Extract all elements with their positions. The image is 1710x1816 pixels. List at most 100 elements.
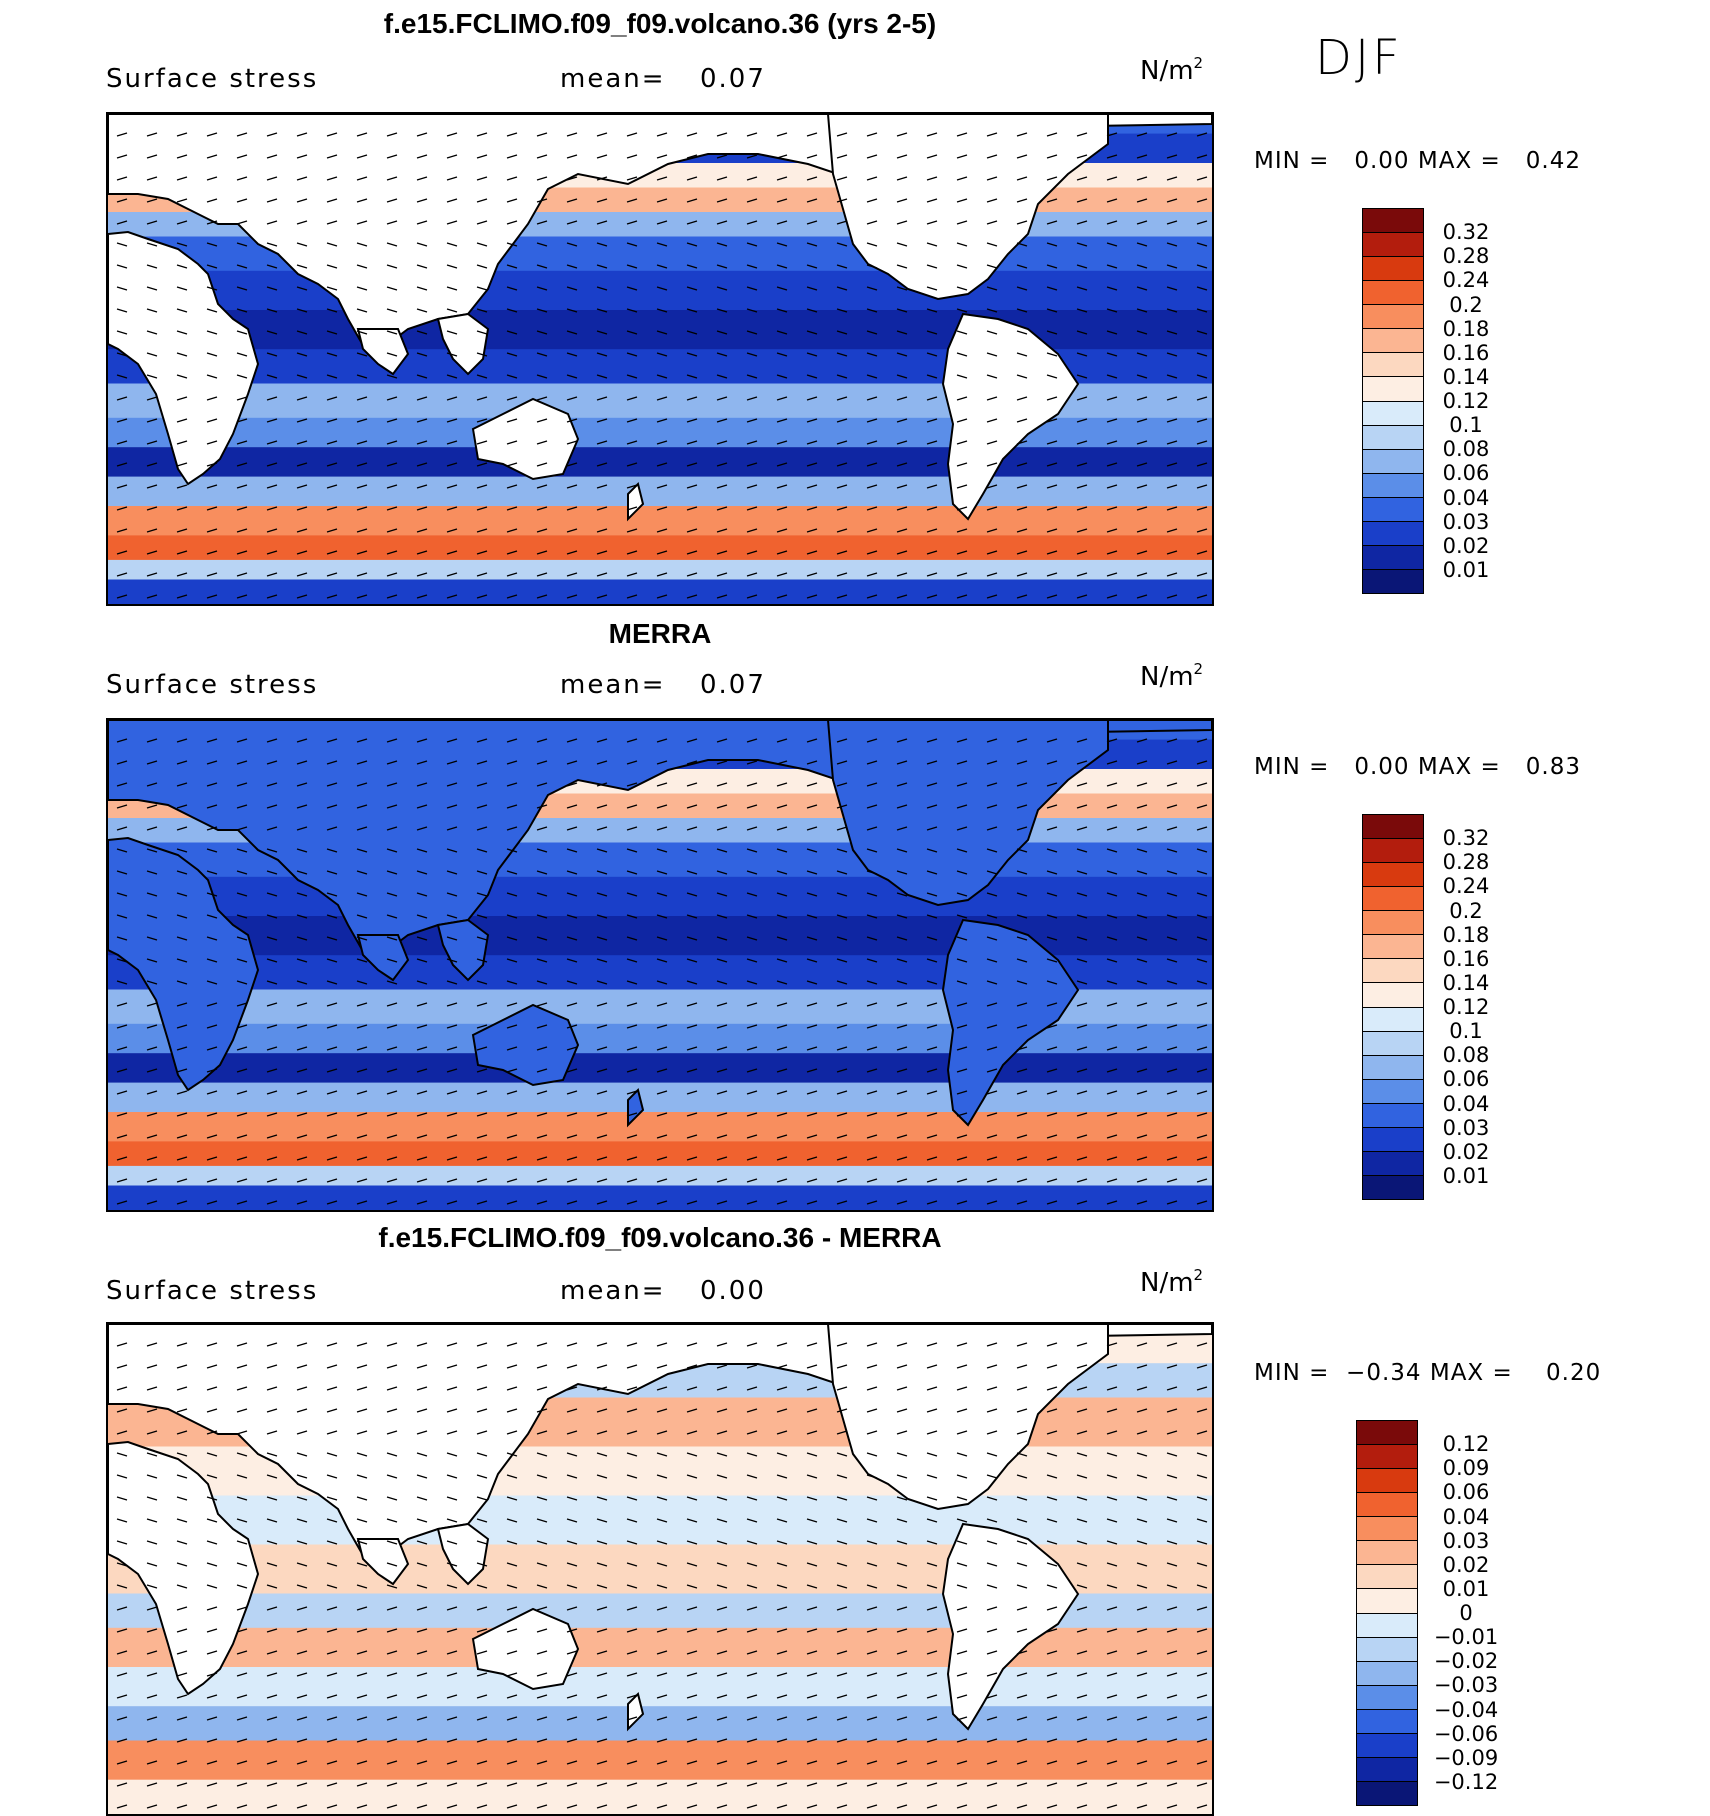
stress-vector	[746, 330, 758, 335]
stress-vector	[806, 1584, 818, 1589]
stress-vector	[206, 176, 218, 181]
stress-vector	[1136, 958, 1148, 963]
stress-vector	[206, 1518, 218, 1523]
stress-vector	[956, 1024, 968, 1029]
stress-vector	[986, 1200, 998, 1205]
stress-vector	[1166, 1716, 1178, 1721]
stress-vector	[656, 1046, 668, 1051]
stress-vector	[476, 936, 488, 941]
stress-vector	[776, 1068, 788, 1073]
stress-vector	[296, 308, 308, 313]
stress-vector	[1106, 550, 1118, 555]
stress-vector	[1196, 1364, 1208, 1369]
stress-vector	[836, 352, 848, 357]
stress-vector	[656, 1496, 668, 1501]
stress-vector	[536, 1090, 548, 1095]
stress-vector	[956, 936, 968, 941]
panel-3-title: f.e15.FCLIMO.f09_f09.volcano.36 - MERRA	[378, 1222, 942, 1253]
stress-vector	[806, 1364, 818, 1369]
stress-vector	[896, 1342, 908, 1347]
stress-vector	[806, 1760, 818, 1765]
colorbar-swatch	[1363, 887, 1423, 912]
stress-vector	[266, 1200, 278, 1205]
stress-vector	[116, 506, 128, 511]
stress-vector	[716, 462, 728, 467]
stress-vector	[206, 870, 218, 875]
panel-3-mean-value: 0.00	[700, 1276, 766, 1306]
stress-vector	[596, 914, 608, 919]
stress-vector	[356, 374, 368, 379]
stress-vector	[956, 440, 968, 445]
stress-vector	[986, 1134, 998, 1139]
stress-vector	[206, 1782, 218, 1787]
stress-vector	[1136, 1430, 1148, 1435]
stress-vector	[596, 1112, 608, 1117]
stress-vector	[356, 1068, 368, 1073]
stress-vector	[986, 1156, 998, 1161]
stress-vector	[536, 1408, 548, 1413]
stress-vector	[986, 1540, 998, 1545]
stress-vector	[1016, 1090, 1028, 1095]
panel-1-unit: N/m2	[1140, 54, 1204, 86]
stress-vector	[536, 1738, 548, 1743]
stress-vector	[386, 892, 398, 897]
stress-vector	[626, 594, 638, 599]
stress-vector	[236, 1628, 248, 1633]
contour-band	[108, 559, 1212, 581]
stress-vector	[686, 1606, 698, 1611]
stress-vector	[746, 1672, 758, 1677]
stress-vector	[266, 176, 278, 181]
stress-vector	[116, 1540, 128, 1545]
stress-vector	[596, 936, 608, 941]
colorbar-tick-label: 0.12	[1442, 995, 1490, 1019]
stress-vector	[1016, 1386, 1028, 1391]
stress-vector	[656, 242, 668, 247]
stress-vector	[296, 220, 308, 225]
stress-vector	[866, 1068, 878, 1073]
colorbar-swatch	[1357, 1469, 1417, 1494]
stress-vector	[596, 484, 608, 489]
stress-vector	[356, 1760, 368, 1765]
stress-vector	[656, 1430, 668, 1435]
stress-vector	[446, 1090, 458, 1095]
landmass	[471, 1003, 580, 1087]
stress-vector	[926, 1430, 938, 1435]
stress-vector	[1016, 330, 1028, 335]
stress-vector	[686, 440, 698, 445]
stress-vector	[446, 760, 458, 765]
stress-vector	[1196, 1002, 1208, 1007]
stress-vector	[866, 958, 878, 963]
colorbar-tick-label: −0.06	[1433, 1721, 1499, 1746]
stress-vector	[836, 198, 848, 203]
stress-vector	[566, 154, 578, 159]
stress-vector	[746, 352, 758, 357]
stress-vector	[806, 1562, 818, 1567]
stress-vector	[1016, 506, 1028, 511]
stress-vector	[1046, 1518, 1058, 1523]
stress-vector	[596, 572, 608, 577]
stress-vector	[1076, 462, 1088, 467]
stress-vector	[1046, 826, 1058, 831]
stress-vector	[626, 1584, 638, 1589]
colorbar-swatch	[1363, 233, 1423, 258]
stress-vector	[266, 352, 278, 357]
stress-vector	[116, 594, 128, 599]
colorbar-tick-label: 0.2	[1449, 292, 1483, 317]
stress-vector	[1046, 330, 1058, 335]
stress-vector	[1016, 198, 1028, 203]
stress-vector	[656, 506, 668, 511]
stress-vector	[266, 958, 278, 963]
stress-vector	[866, 1650, 878, 1655]
stress-vector	[926, 1562, 938, 1567]
stress-vector	[746, 1024, 758, 1029]
stress-vector	[956, 1364, 968, 1369]
stress-vector	[116, 1090, 128, 1095]
stress-vector	[356, 396, 368, 401]
stress-vector	[1136, 826, 1148, 831]
stress-vector	[776, 1364, 788, 1369]
stress-vector	[566, 1090, 578, 1095]
stress-vector	[536, 1584, 548, 1589]
stress-vector	[116, 396, 128, 401]
stress-vector	[176, 176, 188, 181]
stress-vector	[326, 1090, 338, 1095]
